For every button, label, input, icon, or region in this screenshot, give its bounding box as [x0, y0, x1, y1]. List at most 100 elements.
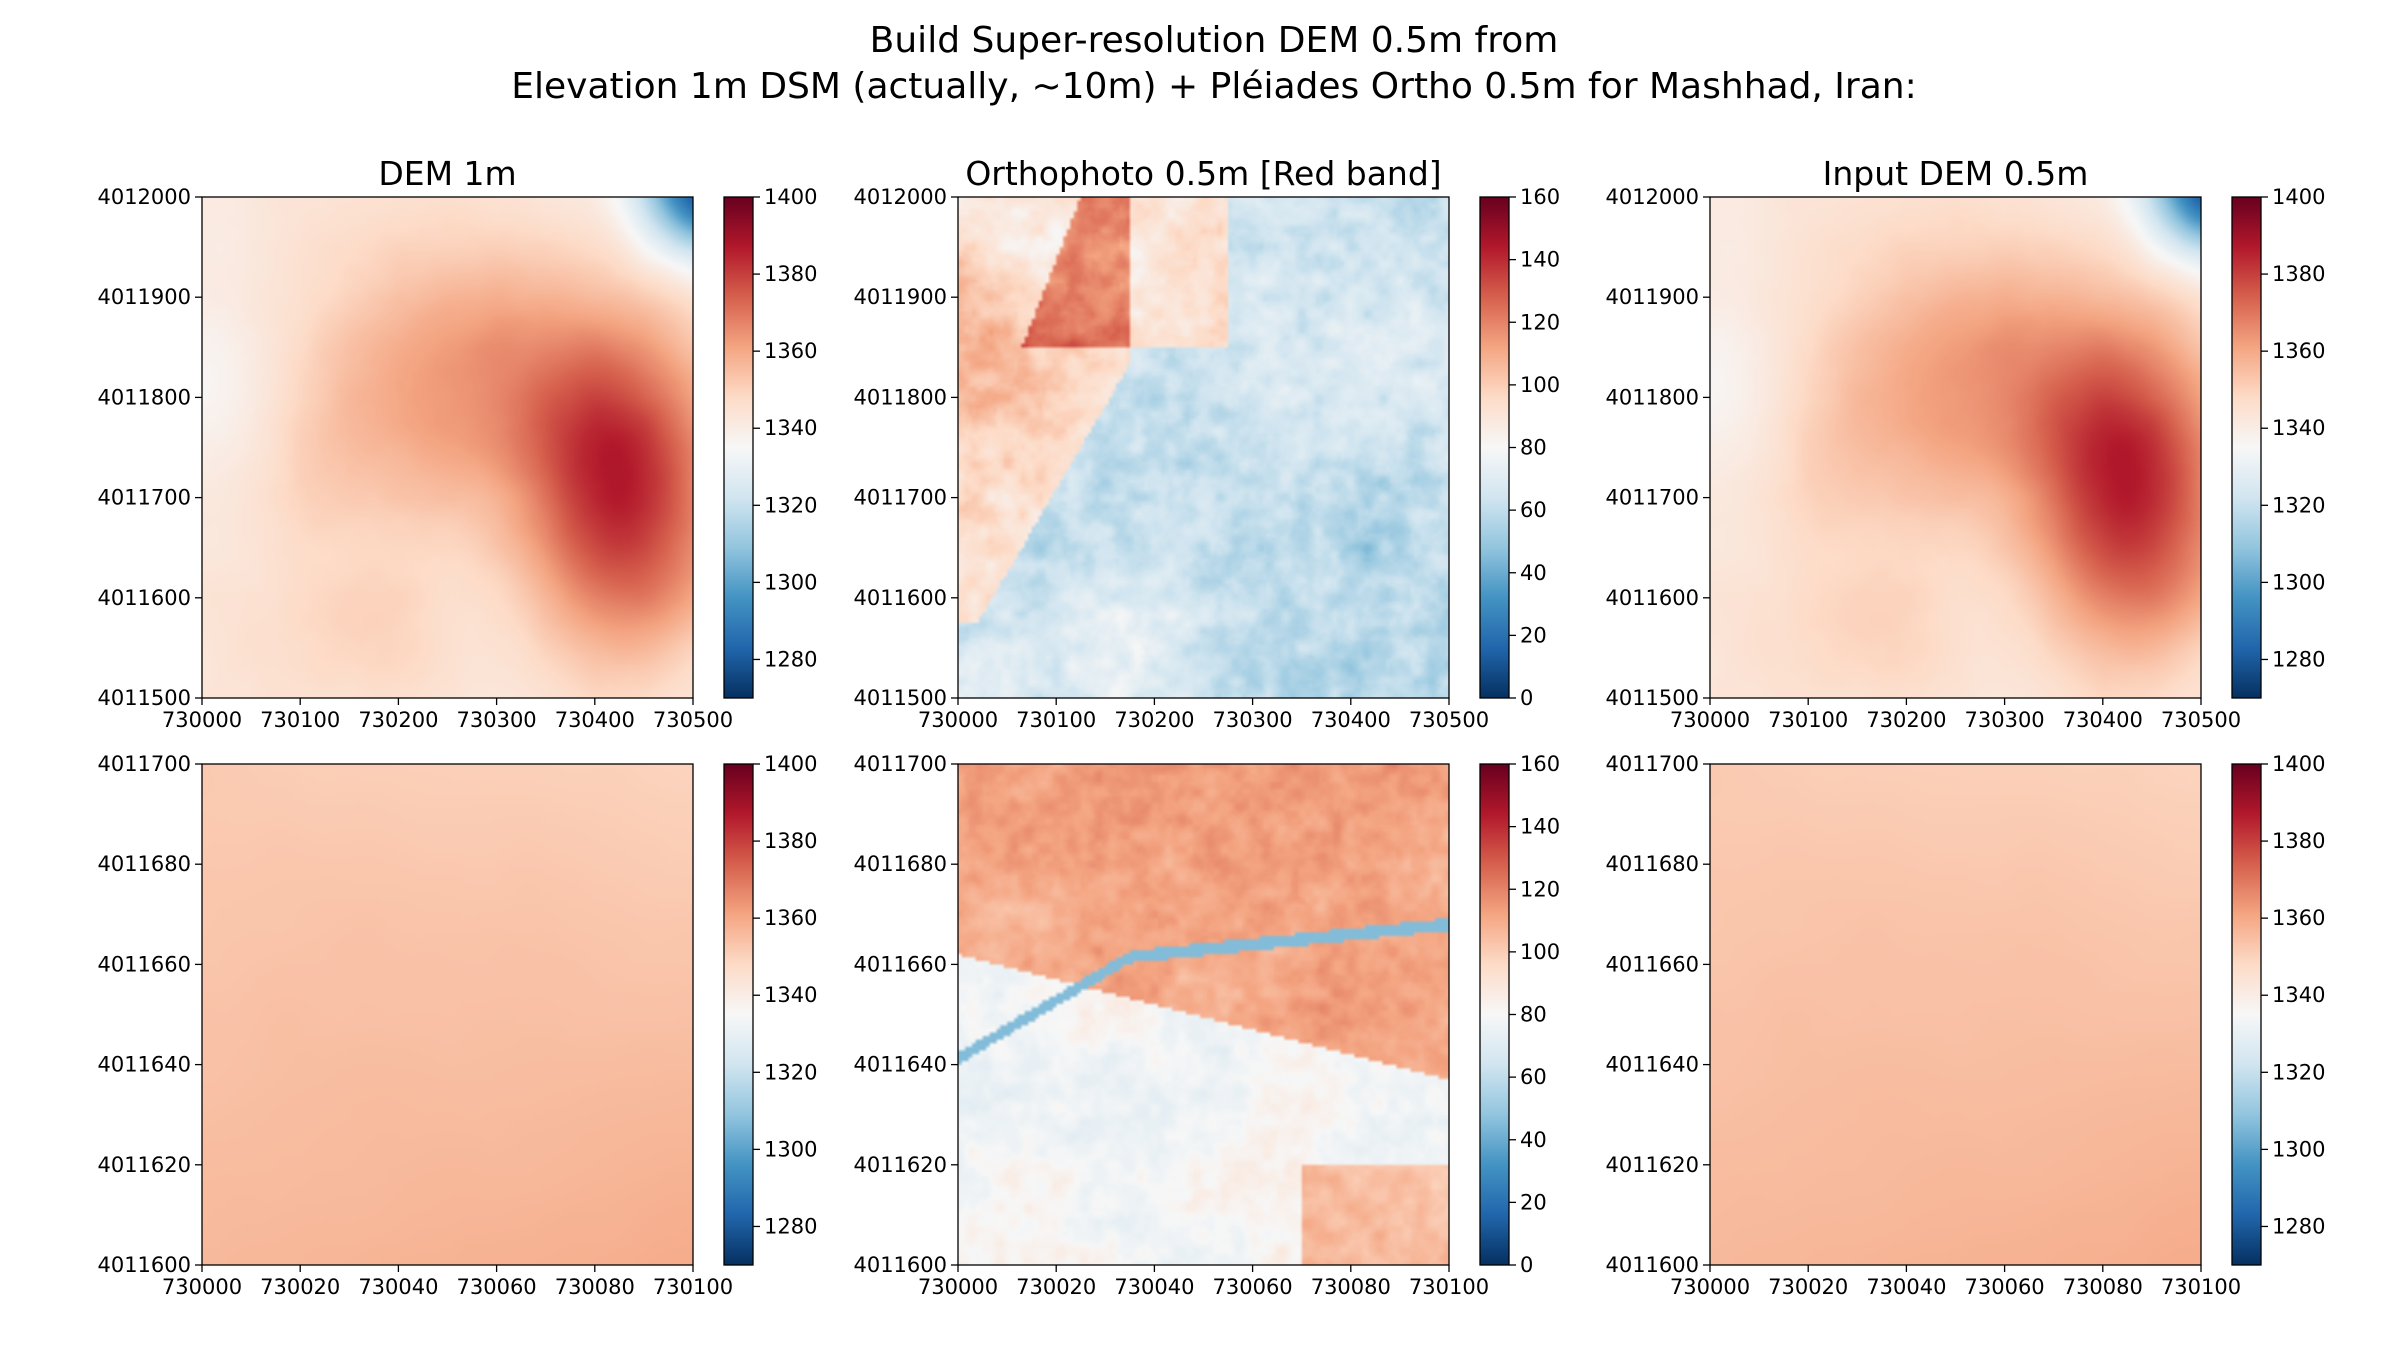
x-tick-label: 730400	[555, 708, 635, 732]
x-tick-label: 730080	[2063, 1275, 2143, 1299]
x-tick-label: 730300	[1213, 708, 1293, 732]
colorbar	[2231, 763, 2262, 1266]
y-tick-label: 4011700	[853, 752, 947, 776]
y-tick-label: 4011800	[97, 385, 191, 409]
colorbar-tick-label: 1320	[2272, 1060, 2325, 1084]
axes-frame	[201, 763, 694, 1266]
x-tick-label: 730100	[1768, 708, 1848, 732]
y-tick-label: 4011660	[1605, 952, 1699, 976]
y-tick-label: 4011620	[1605, 1153, 1699, 1177]
x-tick-label: 730000	[162, 708, 242, 732]
x-tick-label: 730060	[1965, 1275, 2045, 1299]
colorbar-tick-label: 1280	[2272, 647, 2325, 671]
panels: DEM 1m 730000 730100 730200 730300 730400 7305…	[97, 154, 2325, 1299]
colorbar-tick-label: 1280	[2272, 1214, 2325, 1238]
axes-frame	[1709, 196, 2202, 699]
y-tick-label: 4011600	[853, 586, 947, 610]
colorbar-tick-label: 1380	[2272, 262, 2325, 286]
y-tick-label: 4011700	[97, 752, 191, 776]
colorbar-tick-label: 1360	[764, 906, 817, 930]
colorbar-tick-label: 1340	[2272, 416, 2325, 440]
colorbar	[1479, 763, 1510, 1266]
y-tick-label: 4011600	[853, 1253, 947, 1277]
x-tick-label: 730300	[457, 708, 537, 732]
colorbar-tick-label: 80	[1520, 1003, 1547, 1027]
y-tick-label: 4011640	[1605, 1053, 1699, 1077]
y-tick-label: 4011660	[853, 952, 947, 976]
colorbar-tick-label: 1400	[2272, 185, 2325, 209]
colorbar-tick-label: 0	[1520, 1253, 1533, 1277]
x-tick-label: 730000	[918, 1275, 998, 1299]
y-tick-label: 4011620	[97, 1153, 191, 1177]
colorbar-tick-label: 1340	[2272, 983, 2325, 1007]
panel-title: Orthophoto 0.5m [Red band]	[965, 154, 1441, 193]
y-tick-label: 4011800	[1605, 385, 1699, 409]
colorbar-tick-label: 1400	[764, 185, 817, 209]
panel-0-0: DEM 1m 730000 730100 730200 730300 730400 7305…	[97, 154, 817, 732]
colorbar-tick-label: 40	[1520, 1128, 1547, 1152]
axes-frame	[957, 763, 1450, 1266]
colorbar-tick-label: 40	[1520, 561, 1547, 585]
y-tick-label: 4011700	[1605, 486, 1699, 510]
colorbar-tick-label: 0	[1520, 686, 1533, 710]
x-tick-label: 730020	[1768, 1275, 1848, 1299]
x-tick-label: 730000	[918, 708, 998, 732]
y-tick-label: 4011900	[1605, 285, 1699, 309]
x-tick-label: 730200	[358, 708, 438, 732]
colorbar-tick-label: 60	[1520, 498, 1547, 522]
colorbar-tick-label: 1300	[764, 570, 817, 594]
heatmap-image	[1710, 764, 2201, 1265]
x-tick-label: 730060	[1213, 1275, 1293, 1299]
colorbar-tick-label: 1400	[764, 752, 817, 776]
x-tick-label: 730500	[1409, 708, 1489, 732]
axes-frame	[1709, 763, 2202, 1266]
panel-1-2: 730000 730020 730040 730060 730080 730100 4011…	[1605, 752, 2325, 1299]
x-tick-label: 730100	[2161, 1275, 2241, 1299]
x-tick-label: 730100	[653, 1275, 733, 1299]
colorbar	[2231, 196, 2262, 699]
axes-frame	[201, 196, 694, 699]
y-tick-label: 4011680	[1605, 852, 1699, 876]
colorbar	[723, 763, 754, 1266]
colorbar-tick-label: 1380	[2272, 829, 2325, 853]
y-tick-label: 4011500	[853, 686, 947, 710]
colorbar-tick-label: 1320	[2272, 493, 2325, 517]
x-tick-label: 730060	[457, 1275, 537, 1299]
colorbar-tick-label: 1300	[2272, 570, 2325, 594]
x-tick-label: 730300	[1965, 708, 2045, 732]
x-tick-label: 730400	[1311, 708, 1391, 732]
colorbar-tick-label: 1380	[764, 829, 817, 853]
colorbar	[1479, 196, 1510, 699]
heatmap-image	[202, 764, 693, 1265]
figure-title-line2: Elevation 1m DSM (actually, ~10m) + Pléi…	[511, 66, 1916, 107]
colorbar-tick-label: 160	[1520, 185, 1560, 209]
y-tick-label: 4011500	[1605, 686, 1699, 710]
x-tick-label: 730200	[1114, 708, 1194, 732]
colorbar-tick-label: 1360	[764, 339, 817, 363]
y-tick-label: 4012000	[1605, 185, 1699, 209]
colorbar-tick-label: 20	[1520, 623, 1547, 647]
colorbar-tick-label: 140	[1520, 248, 1560, 272]
colorbar-tick-label: 1340	[764, 983, 817, 1007]
y-tick-label: 4011600	[1605, 586, 1699, 610]
y-tick-label: 4011600	[1605, 1253, 1699, 1277]
x-tick-label: 730020	[260, 1275, 340, 1299]
y-tick-label: 4011680	[97, 852, 191, 876]
colorbar-tick-label: 20	[1520, 1190, 1547, 1214]
heatmap-image	[958, 197, 1449, 698]
x-tick-label: 730080	[1311, 1275, 1391, 1299]
y-tick-label: 4011700	[97, 486, 191, 510]
colorbar-tick-label: 100	[1520, 940, 1560, 964]
colorbar-tick-label: 1400	[2272, 752, 2325, 776]
x-tick-label: 730000	[162, 1275, 242, 1299]
panel-0-2: Input DEM 0.5m 730000 730100 730200 730300 73…	[1605, 154, 2325, 732]
x-tick-label: 730400	[2063, 708, 2143, 732]
y-tick-label: 4011620	[853, 1153, 947, 1177]
x-tick-label: 730040	[1114, 1275, 1194, 1299]
y-tick-label: 4011640	[853, 1053, 947, 1077]
colorbar-tick-label: 1360	[2272, 906, 2325, 930]
colorbar-tick-label: 1280	[764, 647, 817, 671]
x-tick-label: 730500	[653, 708, 733, 732]
heatmap-image	[202, 197, 693, 698]
y-tick-label: 4011660	[97, 952, 191, 976]
